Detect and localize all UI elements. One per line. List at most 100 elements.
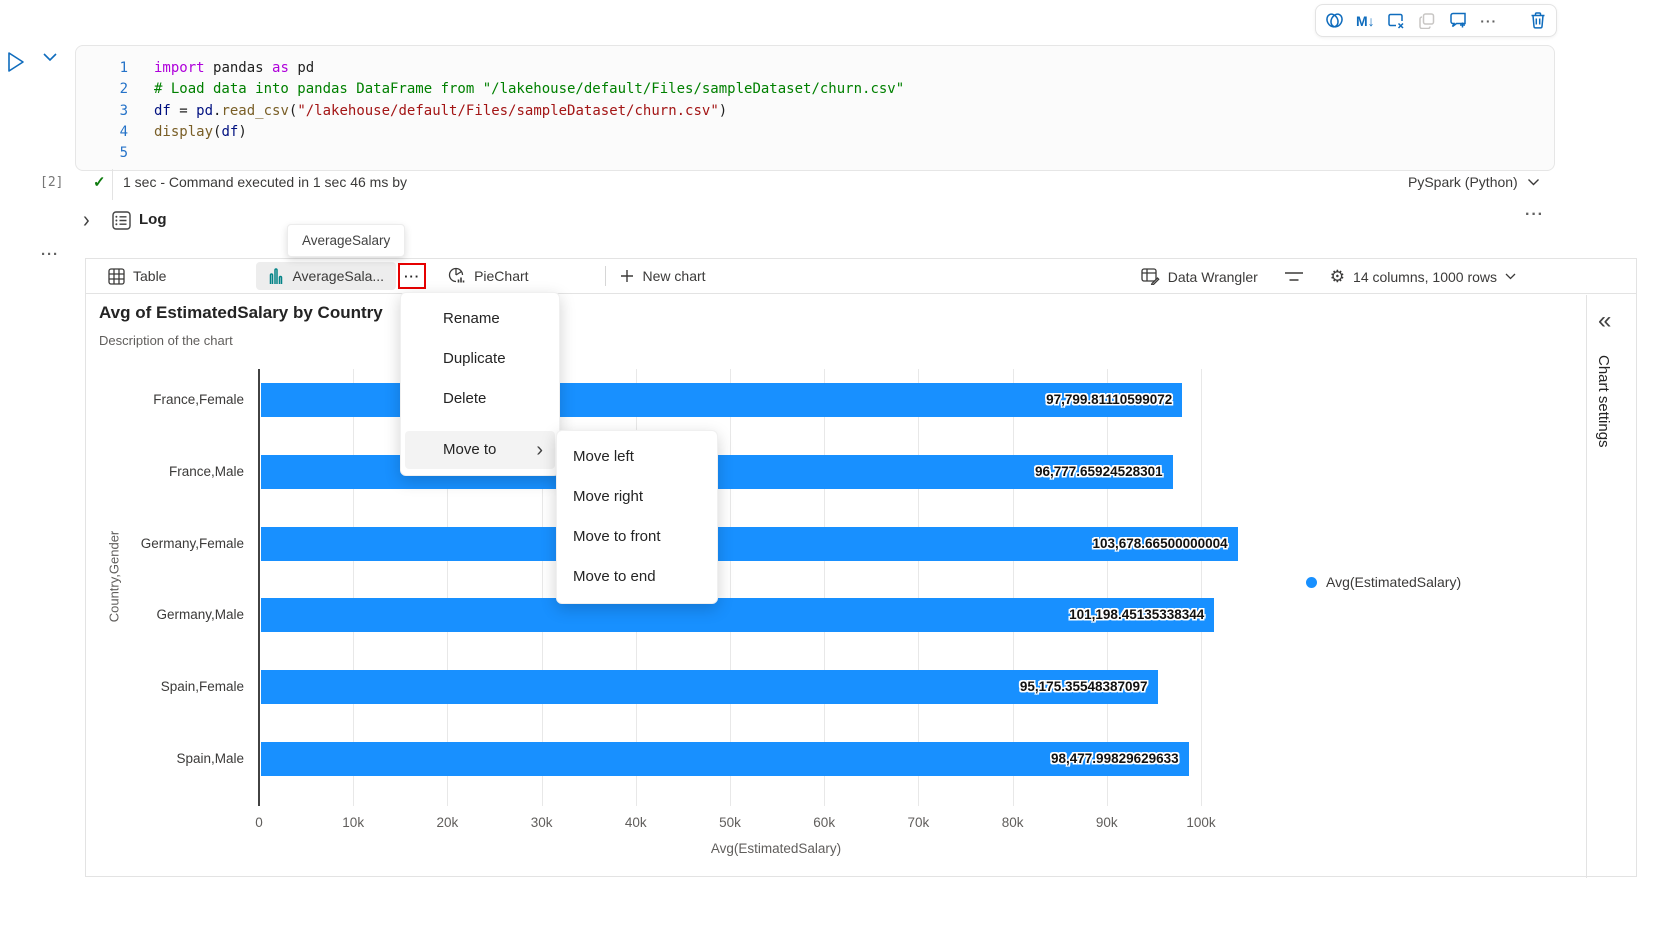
gridline [353, 369, 355, 806]
gridline [447, 369, 449, 806]
chart-description: Description of the chart [99, 333, 233, 348]
chevron-down-icon [1527, 179, 1539, 186]
tab-average-salary-label: AverageSala... [292, 268, 385, 284]
code-line: 4 display(df) [76, 122, 1554, 143]
menu-item-move-to[interactable]: Move to › [405, 431, 555, 469]
tab-pie-chart[interactable]: PieChart [436, 262, 540, 290]
log-list-icon [112, 211, 131, 230]
bar-value-label: 95,175.35548387097 [1019, 679, 1148, 695]
x-tick-label: 100k [1186, 815, 1216, 830]
submenu-item-move-to-front[interactable]: Move to front [573, 528, 661, 545]
x-tick-label: 80k [1001, 815, 1024, 830]
log-section-title[interactable]: Log [139, 211, 167, 228]
submenu-item-move-right[interactable]: Move right [573, 488, 644, 505]
clear-output-icon[interactable] [1386, 9, 1407, 33]
line-number: 2 [119, 81, 128, 98]
code-editor[interactable]: 1 import pandas as pd 2 # Load data into pa… [75, 45, 1555, 171]
x-axis-title: Avg(EstimatedSalary) [710, 841, 842, 856]
cell-more-button[interactable]: ··· [41, 246, 59, 263]
execution-count: [2] [40, 175, 64, 190]
move-to-label: Move to [443, 441, 497, 458]
comment-add-icon[interactable] [1447, 9, 1468, 33]
bar[interactable] [261, 598, 1215, 633]
gridline [730, 369, 731, 806]
gridline [824, 369, 826, 806]
tab-pie-chart-label: PieChart [474, 268, 529, 284]
legend-label: Avg(EstimatedSalary) [1326, 574, 1462, 590]
pie-chart-icon [448, 267, 465, 283]
x-tick-label: 20k [436, 815, 459, 830]
chart-title: Avg of EstimatedSalary by Country [99, 303, 383, 322]
bar[interactable] [261, 670, 1158, 705]
category-label: Germany,Male [156, 607, 244, 623]
x-tick-label: 60k [813, 815, 836, 830]
menu-item-rename[interactable]: Rename [443, 310, 500, 327]
x-tick-label: 50k [719, 815, 741, 830]
code-lines: 1 import pandas as pd 2 # Load data into pa… [76, 58, 1554, 164]
code-line: 5 [76, 143, 1554, 164]
filter-button[interactable] [1284, 271, 1304, 283]
y-axis-title: Country,Gender [106, 530, 122, 623]
cell-collapse-chevron-icon[interactable] [42, 52, 58, 62]
tab-average-salary[interactable]: AverageSala... [256, 262, 397, 290]
new-chart-button[interactable]: New chart [620, 268, 706, 284]
tab-context-menu: Rename Duplicate Delete Move to › [400, 292, 560, 476]
gutter-divider [112, 169, 113, 200]
more-options-icon[interactable]: ··· [1480, 12, 1498, 29]
markdown-icon[interactable]: M↓ [1355, 12, 1375, 29]
chevron-down-icon [1505, 273, 1516, 280]
bar-value-label: 101,198.45135338344 [1069, 607, 1205, 623]
move-to-submenu: Move left Move right Move to front Move to … [556, 430, 718, 604]
submenu-item-move-left[interactable]: Move left [573, 448, 634, 465]
log-more-button[interactable]: ··· [1525, 206, 1544, 223]
gridline [1012, 369, 1014, 806]
cell-toolbar: M↓ ··· [1315, 4, 1557, 37]
copilot-icon[interactable] [1324, 9, 1345, 33]
menu-item-delete[interactable]: Delete [443, 390, 487, 407]
run-cell-button[interactable] [6, 50, 28, 74]
gear-icon: ⚙ [1329, 267, 1346, 286]
data-wrangler-button[interactable]: Data Wrangler [1141, 268, 1258, 285]
line-number: 1 [119, 60, 128, 76]
kernel-label: PySpark (Python) [1408, 174, 1518, 190]
execution-status-text: 1 sec - Command executed in 1 sec 46 ms … [123, 174, 408, 190]
tab-more-button[interactable]: ··· [398, 263, 427, 289]
bar-chart-icon [270, 267, 283, 284]
tab-table[interactable]: Table [96, 262, 178, 290]
y-axis-line [258, 369, 260, 806]
bar-value-label: 96,777.65924528301 [1035, 463, 1163, 479]
gridline [1201, 369, 1202, 806]
legend-item[interactable]: Avg(EstimatedSalary) [1306, 574, 1461, 590]
data-wrangler-icon [1141, 268, 1160, 285]
delete-cell-icon[interactable] [1527, 9, 1548, 33]
filter-icon [1284, 271, 1303, 281]
log-expand-chevron-icon[interactable]: › [83, 207, 90, 233]
submenu-item-move-to-end[interactable]: Move to end [573, 568, 656, 585]
gridline [1106, 369, 1108, 806]
columns-rows-dropdown[interactable]: ⚙ 14 columns, 1000 rows [1330, 268, 1516, 285]
category-label: Spain,Female [160, 679, 244, 695]
line-number: 3 [119, 102, 128, 119]
gridline [541, 369, 543, 806]
chart-settings-title[interactable]: Chart settings [1595, 355, 1612, 448]
copy-icon[interactable] [1417, 9, 1438, 33]
expand-panel-icon[interactable]: « [1598, 307, 1612, 334]
code-line: 1 import pandas as pd [76, 58, 1554, 79]
tab-bar-right-controls: Data Wrangler ⚙ 14 columns, 1000 rows [1141, 259, 1516, 294]
success-check-icon: ✓ [93, 174, 106, 191]
bar[interactable] [261, 526, 1238, 561]
line-number: 4 [119, 123, 128, 140]
x-tick-label: 90k [1095, 815, 1118, 830]
chart-settings-divider [1586, 295, 1587, 878]
new-chart-label: New chart [642, 268, 706, 284]
kernel-selector[interactable]: PySpark (Python) [1408, 174, 1540, 190]
data-wrangler-label: Data Wrangler [1167, 268, 1258, 285]
dimensions-label: 14 columns, 1000 rows [1353, 268, 1497, 285]
category-label: France,Male [168, 463, 244, 479]
x-tick-label: 40k [624, 815, 647, 830]
x-tick-label: 70k [907, 815, 930, 830]
chart-output-card: Table AverageSala... ··· PieChart New ch… [85, 258, 1637, 878]
menu-item-duplicate[interactable]: Duplicate [443, 350, 506, 367]
category-label: France,Female [153, 392, 244, 407]
bar[interactable] [261, 742, 1189, 776]
